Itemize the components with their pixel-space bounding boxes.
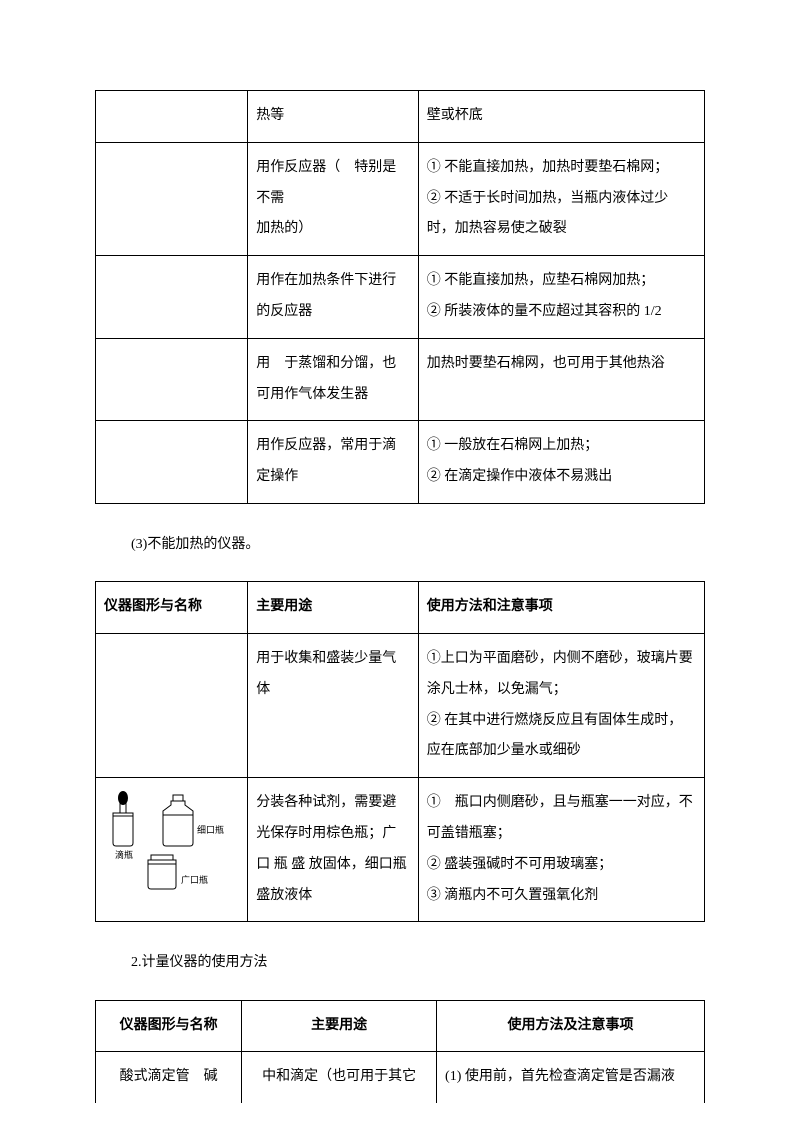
header-notes: 使用方法和注意事项 — [418, 582, 704, 634]
section-heading-2: 2.计量仪器的使用方法 — [95, 950, 705, 975]
cell-notes: 加热时要垫石棉网，也可用于其他热浴 — [418, 338, 704, 421]
table-row: 用作反应器（ 特别是 不需 加热的） ① 不能直接加热，加热时要垫石棉网； ② … — [96, 142, 705, 255]
cell-notes: ① 一般放在石棉网上加热； ② 在滴定操作中液体不易溅出 — [418, 421, 704, 504]
cell-use: 分装各种试剂，需要避光保存时用棕色瓶；广 口 瓶 盛 放固体，细口瓶盛放液体 — [248, 778, 419, 922]
table-measuring-instruments: 仪器图形与名称 主要用途 使用方法及注意事项 酸式滴定管 碱 中和滴定（也可用于… — [95, 1000, 705, 1104]
header-name: 仪器图形与名称 — [96, 1000, 242, 1052]
table-row: 酸式滴定管 碱 中和滴定（也可用于其它 (1) 使用前，首先检查滴定管是否漏液 — [96, 1052, 705, 1103]
table-row: 用作在加热条件下进行的反应器 ① 不能直接加热，应垫石棉网加热； ② 所装液体的… — [96, 256, 705, 339]
cell-use: 中和滴定（也可用于其它 — [242, 1052, 437, 1103]
cell-use: 用作反应器，常用于滴定操作 — [248, 421, 419, 504]
cell-notes: ① 瓶口内侧磨砂，且与瓶塞一一对应，不可盖错瓶塞； ② 盛装强碱时不可用玻璃塞；… — [418, 778, 704, 922]
label-narrow: 细口瓶 — [197, 824, 224, 835]
cell-use: 用于收集和盛装少量气体 — [248, 633, 419, 777]
cell-name — [96, 633, 248, 777]
header-notes: 使用方法及注意事项 — [437, 1000, 705, 1052]
table-row: 滴瓶 细口瓶 广口瓶 分装各种试剂，需要避光保存时用棕色瓶；广 口 瓶 盛 放固… — [96, 778, 705, 922]
table-row: 热等 壁或杯底 — [96, 91, 705, 143]
cell-use: 热等 — [248, 91, 419, 143]
table-header-row: 仪器图形与名称 主要用途 使用方法及注意事项 — [96, 1000, 705, 1052]
header-use: 主要用途 — [248, 582, 419, 634]
cell-notes: ① 不能直接加热，应垫石棉网加热； ② 所装液体的量不应超过其容积的 1/2 — [418, 256, 704, 339]
cell-notes: (1) 使用前，首先检查滴定管是否漏液 — [437, 1052, 705, 1103]
header-use: 主要用途 — [242, 1000, 437, 1052]
cell-name — [96, 421, 248, 504]
cell-name — [96, 142, 248, 255]
cell-diagram: 滴瓶 细口瓶 广口瓶 — [96, 778, 248, 922]
cell-name — [96, 91, 248, 143]
table-row: 用于收集和盛装少量气体 ①上口为平面磨砂，内侧不磨砂，玻璃片要涂凡士林，以免漏气… — [96, 633, 705, 777]
cell-name: 酸式滴定管 碱 — [96, 1052, 242, 1103]
label-dropper: 滴瓶 — [115, 849, 133, 860]
table-row: 用 于蒸馏和分馏，也可用作气体发生器 加热时要垫石棉网，也可用于其他热浴 — [96, 338, 705, 421]
header-name: 仪器图形与名称 — [96, 582, 248, 634]
cell-use: 用作反应器（ 特别是 不需 加热的） — [248, 142, 419, 255]
cell-notes: 壁或杯底 — [418, 91, 704, 143]
cell-notes: ①上口为平面磨砂，内侧不磨砂，玻璃片要涂凡士林，以免漏气； ② 在其中进行燃烧反… — [418, 633, 704, 777]
cell-name — [96, 338, 248, 421]
section-heading-3: (3)不能加热的仪器。 — [95, 532, 705, 557]
cell-use: 用作在加热条件下进行的反应器 — [248, 256, 419, 339]
table-heating-instruments: 热等 壁或杯底 用作反应器（ 特别是 不需 加热的） ① 不能直接加热，加热时要… — [95, 90, 705, 504]
label-wide: 广口瓶 — [181, 874, 208, 885]
cell-notes: ① 不能直接加热，加热时要垫石棉网； ② 不适于长时间加热，当瓶内液体过少时，加… — [418, 142, 704, 255]
bottles-icon: 滴瓶 细口瓶 广口瓶 — [101, 783, 236, 893]
cell-use: 用 于蒸馏和分馏，也可用作气体发生器 — [248, 338, 419, 421]
table-header-row: 仪器图形与名称 主要用途 使用方法和注意事项 — [96, 582, 705, 634]
table-nonheat-instruments: 仪器图形与名称 主要用途 使用方法和注意事项 用于收集和盛装少量气体 ①上口为平… — [95, 581, 705, 922]
table-row: 用作反应器，常用于滴定操作 ① 一般放在石棉网上加热； ② 在滴定操作中液体不易… — [96, 421, 705, 504]
cell-name — [96, 256, 248, 339]
